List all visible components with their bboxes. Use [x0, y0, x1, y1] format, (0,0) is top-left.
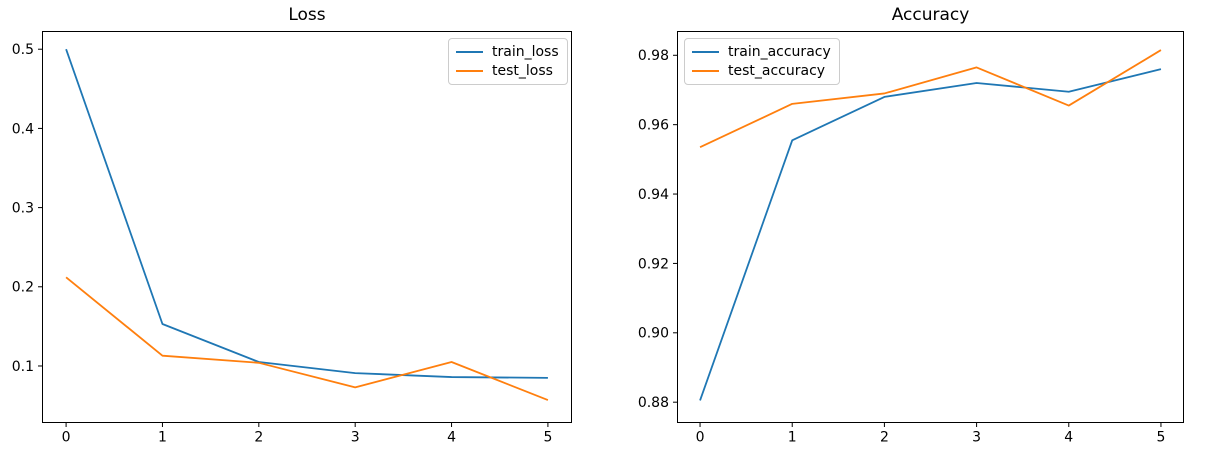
x-tick-label: 1	[788, 430, 797, 446]
train-accuracy-legend-label: train_accuracy	[728, 44, 831, 60]
legend-item: test_loss	[456, 62, 559, 80]
x-tick-label: 2	[880, 430, 889, 446]
legend-item: train_loss	[456, 43, 559, 61]
x-tick-label: 3	[972, 430, 981, 446]
axes-spine	[677, 31, 1184, 423]
loss-legend: train_loss test_loss	[448, 38, 568, 85]
x-tick-label: 3	[351, 430, 360, 446]
accuracy-chart-title: Accuracy	[891, 5, 970, 25]
y-tick-label: 0.88	[638, 395, 669, 411]
y-tick-label: 0.1	[12, 359, 34, 375]
y-tick-label: 0.4	[12, 121, 34, 137]
y-tick-label: 0.90	[638, 326, 669, 342]
train-loss-legend-line	[456, 51, 483, 53]
x-tick-label: 1	[158, 430, 167, 446]
test-accuracy-legend-line	[692, 70, 719, 72]
y-tick-label: 0.98	[638, 48, 669, 64]
x-tick-label: 5	[543, 430, 552, 446]
y-tick-label: 0.94	[638, 187, 669, 203]
test-accuracy-line	[699, 49, 1162, 149]
accuracy-legend: train_accuracy test_accuracy	[684, 38, 840, 85]
train-loss-legend-label: train_loss	[492, 44, 559, 60]
y-tick-label: 0.3	[12, 200, 34, 216]
test-loss-legend-line	[456, 70, 483, 72]
x-tick-label: 4	[1064, 430, 1073, 446]
loss-chart-title: Loss	[288, 5, 326, 25]
x-tick-label: 5	[1156, 430, 1165, 446]
legend-item: test_accuracy	[692, 62, 831, 80]
x-tick-label: 2	[254, 430, 263, 446]
y-tick-label: 0.5	[12, 42, 34, 58]
legend-item: train_accuracy	[692, 43, 831, 61]
test-loss-legend-label: test_loss	[492, 63, 553, 79]
y-tick-label: 0.2	[12, 280, 34, 296]
y-tick-label: 0.96	[638, 118, 669, 134]
x-tick-label: 4	[447, 430, 456, 446]
axes-spine	[42, 31, 572, 423]
test-accuracy-legend-label: test_accuracy	[728, 63, 826, 79]
y-tick-label: 0.92	[638, 256, 669, 272]
test-loss-line	[65, 276, 549, 401]
train-loss-line	[65, 48, 548, 379]
train-accuracy-legend-line	[692, 51, 719, 53]
x-tick-label: 0	[696, 430, 705, 446]
x-tick-label: 0	[62, 430, 71, 446]
train-accuracy-line	[699, 68, 1162, 401]
